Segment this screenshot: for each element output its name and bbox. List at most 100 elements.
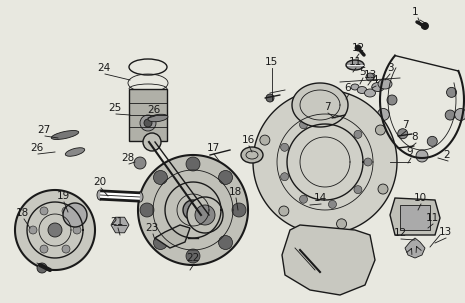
Text: 9: 9 [407,147,413,157]
Text: 6: 6 [345,83,352,93]
Circle shape [354,130,362,138]
Circle shape [421,22,429,29]
Ellipse shape [148,114,168,122]
Circle shape [40,245,48,253]
Circle shape [153,235,167,250]
Circle shape [280,143,289,151]
Circle shape [446,87,457,97]
Circle shape [48,223,62,237]
Circle shape [355,45,361,51]
Ellipse shape [65,148,85,156]
Text: 17: 17 [206,143,219,153]
Circle shape [328,116,337,124]
Circle shape [143,133,161,151]
Circle shape [387,95,397,105]
Circle shape [219,235,232,250]
Circle shape [188,205,198,215]
Circle shape [62,245,70,253]
Circle shape [280,173,289,181]
Text: 27: 27 [37,125,51,135]
Ellipse shape [137,192,143,202]
Text: 13: 13 [363,70,377,80]
Bar [400,205,430,230]
Circle shape [378,184,388,194]
Circle shape [140,203,154,217]
Bar [129,89,167,141]
Ellipse shape [351,84,359,90]
Circle shape [219,171,232,185]
Text: 25: 25 [108,103,122,113]
Polygon shape [253,90,397,234]
Circle shape [279,206,289,216]
Circle shape [445,110,455,120]
Circle shape [140,115,156,131]
Circle shape [354,186,362,194]
Ellipse shape [51,131,79,139]
Circle shape [62,207,70,215]
Text: 1: 1 [412,7,418,17]
Circle shape [144,119,152,127]
Text: 18: 18 [228,187,242,197]
Circle shape [299,195,307,203]
Circle shape [260,135,270,145]
Text: 19: 19 [56,191,70,201]
Text: 8: 8 [412,132,418,142]
Ellipse shape [357,86,367,94]
Text: 24: 24 [97,63,111,73]
Circle shape [398,129,408,139]
Text: 14: 14 [313,193,326,203]
Circle shape [63,203,87,227]
Text: 28: 28 [121,153,135,163]
Circle shape [337,219,346,229]
Polygon shape [405,238,425,258]
Text: 20: 20 [93,177,106,187]
Circle shape [134,157,146,169]
Ellipse shape [372,82,384,92]
Circle shape [427,136,437,146]
Circle shape [378,108,389,121]
Circle shape [73,226,81,234]
Text: 7: 7 [324,102,330,112]
Circle shape [40,207,48,215]
Text: 12: 12 [352,43,365,53]
Ellipse shape [97,190,103,200]
Circle shape [186,157,200,171]
Text: 11: 11 [425,213,438,223]
Text: 22: 22 [186,253,199,263]
Polygon shape [111,217,129,233]
Text: 3: 3 [387,63,393,73]
Circle shape [328,200,337,208]
Ellipse shape [241,147,263,163]
Circle shape [29,226,37,234]
Text: 5: 5 [359,67,365,77]
Ellipse shape [346,60,364,70]
Text: 26: 26 [147,105,160,115]
Text: 7: 7 [402,120,408,130]
Circle shape [153,171,167,185]
Polygon shape [390,198,440,235]
Circle shape [455,108,465,121]
Text: 26: 26 [30,143,44,153]
Text: 18: 18 [15,208,29,218]
Circle shape [232,203,246,217]
Text: 2: 2 [444,150,450,160]
Text: 16: 16 [241,135,255,145]
Text: 21: 21 [110,217,124,227]
Circle shape [375,125,385,135]
Polygon shape [15,190,95,270]
Circle shape [416,150,428,162]
Text: 23: 23 [146,223,159,233]
Circle shape [299,121,307,129]
Circle shape [187,197,223,233]
Text: 11: 11 [348,57,362,67]
Text: 12: 12 [393,228,406,238]
Circle shape [183,200,203,220]
Ellipse shape [378,79,392,89]
Polygon shape [282,225,375,295]
Polygon shape [155,225,190,248]
Circle shape [186,249,200,263]
Polygon shape [138,155,248,265]
Circle shape [37,263,47,273]
Polygon shape [292,83,348,127]
Text: 15: 15 [265,57,278,67]
